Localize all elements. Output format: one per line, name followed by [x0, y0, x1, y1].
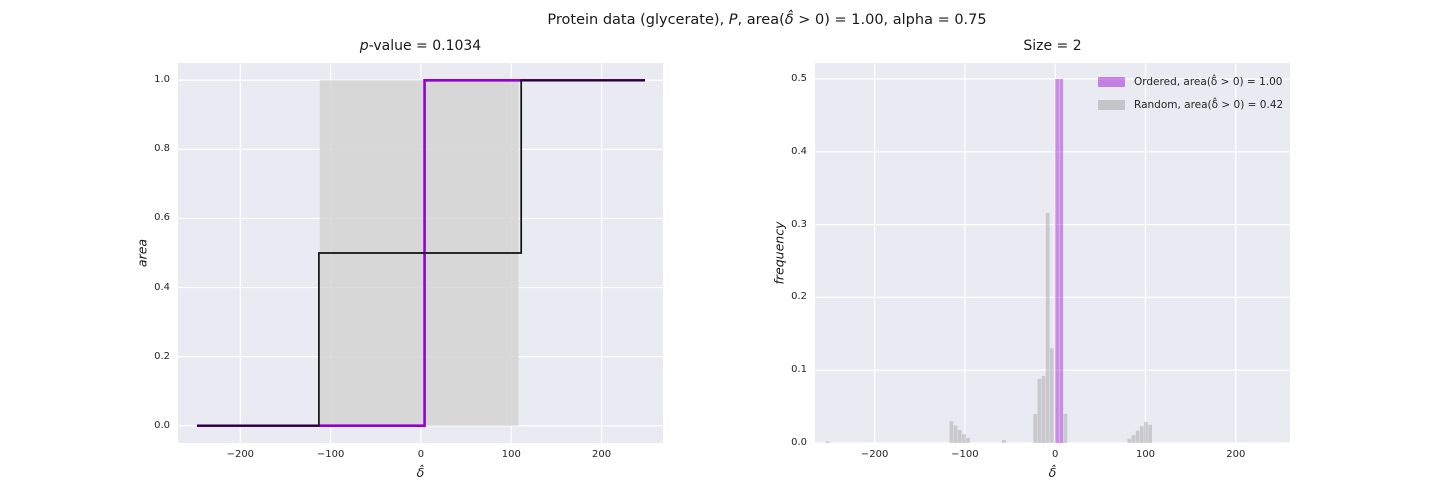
- ordered-histogram-bar: [1055, 79, 1059, 443]
- ecdf-x-axis-label: δ̂: [416, 465, 425, 480]
- text-run: > 0) = 1.00, alpha = 0.75: [793, 12, 987, 28]
- random-histogram-bar: [1033, 413, 1038, 443]
- x-tick-label: 0: [1052, 449, 1059, 460]
- ordered-legend-swatch: [1098, 76, 1125, 87]
- histogram-y-axis-label: frequency: [771, 221, 787, 285]
- random-histogram-bar: [1144, 421, 1148, 443]
- figure-title: Protein data (glycerate), P, area(δ̂ > 0…: [0, 12, 1440, 28]
- y-tick-label: 0.8: [154, 143, 170, 155]
- histogram-x-axis-label: δ̂: [1048, 465, 1057, 480]
- y-tick-label: 0.0: [154, 419, 170, 431]
- legend-row-random: Random, area(δ̂ > 0) = 0.42: [1098, 97, 1283, 112]
- x-tick-label: 100: [501, 449, 521, 460]
- ecdf-y-axis-label: area: [134, 238, 150, 268]
- random-histogram-bar: [1135, 430, 1140, 443]
- x-tick-label: 200: [1226, 449, 1246, 460]
- y-tick-label: 0.1: [791, 364, 807, 376]
- random-histogram-bar: [1127, 438, 1132, 443]
- random-ecdf-line: [196, 79, 645, 427]
- x-tick-label: −200: [860, 449, 889, 460]
- ecdf-step-plot-canvas: [178, 63, 663, 443]
- x-tick-label: 0: [417, 449, 425, 460]
- ecdf-plot-title: p-value = 0.1034: [178, 38, 663, 54]
- ordered-legend-label: Ordered, area(δ̂ > 0) = 1.00: [1134, 75, 1283, 88]
- histogram-plot-title: Size = 2: [815, 38, 1290, 54]
- random-histogram-bar: [825, 441, 830, 443]
- y-tick-label: 0.6: [154, 212, 170, 224]
- random-histogram-bar: [949, 421, 954, 443]
- random-legend-label: Random, area(δ̂ > 0) = 0.42: [1134, 98, 1284, 111]
- histogram-plot-panel: [815, 63, 1290, 443]
- text-run: δ̂: [784, 12, 794, 28]
- x-tick-label: 100: [1135, 449, 1156, 460]
- random-histogram-bar: [962, 434, 966, 443]
- random-histogram-bar: [1037, 378, 1042, 443]
- text-run: Protein data (glycerate),: [547, 12, 729, 28]
- ecdf-plot-panel: [178, 63, 663, 443]
- random-histogram-bar: [1045, 212, 1050, 443]
- y-tick-label: 0.3: [791, 218, 807, 230]
- random-histogram-bar: [1131, 434, 1136, 443]
- text-run: Size = 2: [1023, 38, 1082, 54]
- random-histogram-bar: [1049, 348, 1054, 443]
- text-run: -value = 0.1034: [368, 38, 482, 54]
- y-tick-label: 0.0: [791, 437, 807, 448]
- y-tick-label: 0.2: [791, 291, 807, 303]
- ordered-histogram-bar: [1059, 79, 1064, 443]
- x-tick-label: −100: [316, 449, 345, 460]
- random-histogram-bar: [1041, 376, 1046, 443]
- random-histogram-bar: [953, 425, 958, 443]
- random-histogram-bar: [1139, 426, 1144, 443]
- x-tick-label: 200: [592, 449, 612, 460]
- text-run: , area(: [737, 12, 785, 28]
- random-histogram-bar: [1063, 413, 1068, 443]
- random-histogram-bar: [1001, 440, 1006, 443]
- y-tick-label: 1.0: [154, 74, 170, 86]
- y-tick-label: 0.5: [791, 73, 807, 84]
- y-tick-label: 0.4: [154, 281, 170, 293]
- random-histogram-bar: [957, 429, 962, 443]
- text-run: p: [359, 38, 369, 54]
- x-tick-label: −100: [951, 449, 979, 460]
- random-legend-swatch: [1098, 99, 1125, 110]
- y-tick-label: 0.4: [791, 145, 807, 157]
- x-tick-label: −200: [226, 449, 255, 460]
- histogram-legend: Ordered, area(δ̂ > 0) = 1.00 Random, are…: [1098, 74, 1283, 120]
- null-distribution-histogram-canvas: [815, 63, 1290, 443]
- y-tick-label: 0.2: [154, 350, 170, 362]
- random-histogram-bar: [1148, 424, 1152, 443]
- random-histogram-bar: [966, 437, 970, 443]
- text-run: P: [728, 12, 738, 28]
- legend-row-ordered: Ordered, area(δ̂ > 0) = 1.00: [1098, 74, 1283, 89]
